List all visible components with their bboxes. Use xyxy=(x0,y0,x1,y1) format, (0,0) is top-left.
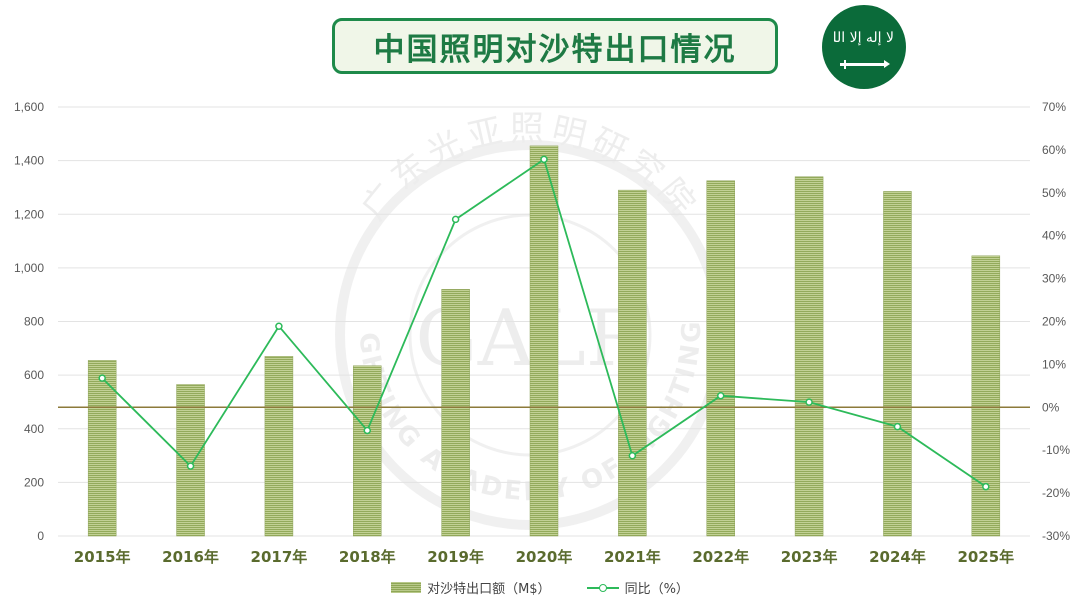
x-tick-label: 2025年 xyxy=(957,548,1014,566)
bar xyxy=(441,289,470,537)
legend-bar-label: 对沙特出口额（M$） xyxy=(427,582,551,597)
y-right-tick-label: -30% xyxy=(1042,529,1070,543)
y-left-tick-label: 400 xyxy=(24,422,44,436)
sword-icon xyxy=(840,63,886,66)
bar xyxy=(353,365,382,537)
yoy-point xyxy=(186,462,195,470)
bar xyxy=(706,180,735,537)
yoy-point xyxy=(982,482,990,491)
bar xyxy=(971,255,1001,537)
y-right-tick-label: -20% xyxy=(1042,486,1070,500)
yoy-point xyxy=(628,452,637,460)
bar xyxy=(264,356,294,537)
y-right-tick-label: -10% xyxy=(1042,443,1070,457)
bar xyxy=(794,176,824,537)
yoy-point xyxy=(540,155,548,164)
x-tick-label: 2023年 xyxy=(781,548,838,566)
sword-tip xyxy=(884,60,890,68)
legend-line-swatch xyxy=(586,582,619,594)
legend-bar-swatch xyxy=(391,582,422,593)
y-right-tick-label: 50% xyxy=(1042,186,1066,200)
bar xyxy=(87,360,117,537)
yoy-point xyxy=(716,391,725,400)
y-left-tick-label: 1,000 xyxy=(14,261,44,275)
title-box: 中国照明对沙特出口情况 xyxy=(332,18,778,74)
legend-line-label: 同比（%） xyxy=(624,582,689,597)
legend-item-bar: 对沙特出口额（M$） xyxy=(391,578,551,597)
yoy-point xyxy=(805,398,813,406)
y-left-tick-label: 0 xyxy=(37,529,44,543)
bar xyxy=(176,384,205,537)
yoy-point xyxy=(451,215,460,224)
flag-script: لا إله إلا الله محمد رسول الله xyxy=(834,30,894,46)
y-right-tick-label: 70% xyxy=(1042,100,1066,114)
y-right-tick-label: 0% xyxy=(1042,400,1060,414)
legend: 对沙特出口额（M$） 同比（%） xyxy=(0,578,1080,597)
y-right-tick-label: 60% xyxy=(1042,143,1066,157)
bar xyxy=(618,189,647,537)
x-tick-label: 2020年 xyxy=(516,548,573,566)
y-left-tick-label: 1,200 xyxy=(14,207,44,221)
x-tick-label: 2022年 xyxy=(692,548,749,566)
saudi-flag-icon: لا إله إلا الله محمد رسول الله xyxy=(822,5,906,89)
x-tick-label: 2018年 xyxy=(339,548,396,566)
y-right-tick-label: 20% xyxy=(1042,315,1066,329)
yoy-point xyxy=(275,322,283,330)
yoy-point xyxy=(893,422,902,431)
chart-area: 广东光亚照明研究院 GUANGYA LIGHTING ACADEMY OF LI… xyxy=(0,0,1070,566)
x-tick-label: 2017年 xyxy=(251,548,308,566)
yoy-point xyxy=(363,426,372,435)
yoy-point xyxy=(98,374,106,382)
y-right-tick-label: 30% xyxy=(1042,272,1066,286)
legend-item-line: 同比（%） xyxy=(586,578,689,597)
y-right-tick-label: 40% xyxy=(1042,229,1066,243)
x-tick-label: 2021年 xyxy=(604,548,661,566)
x-tick-label: 2015年 xyxy=(74,548,131,566)
y-left-tick-label: 600 xyxy=(24,368,44,382)
x-tick-label: 2019年 xyxy=(427,548,484,566)
x-tick-label: 2016年 xyxy=(162,548,219,566)
y-left-tick-label: 1,600 xyxy=(14,100,44,114)
bar xyxy=(883,191,912,537)
y-right-tick-label: 10% xyxy=(1042,357,1066,371)
y-left-tick-label: 1,400 xyxy=(14,154,44,168)
x-tick-label: 2024年 xyxy=(869,548,926,566)
y-left-tick-label: 800 xyxy=(24,315,44,329)
bar xyxy=(529,145,559,537)
y-left-tick-label: 200 xyxy=(24,475,44,489)
chart-title: 中国照明对沙特出口情况 xyxy=(373,31,737,68)
